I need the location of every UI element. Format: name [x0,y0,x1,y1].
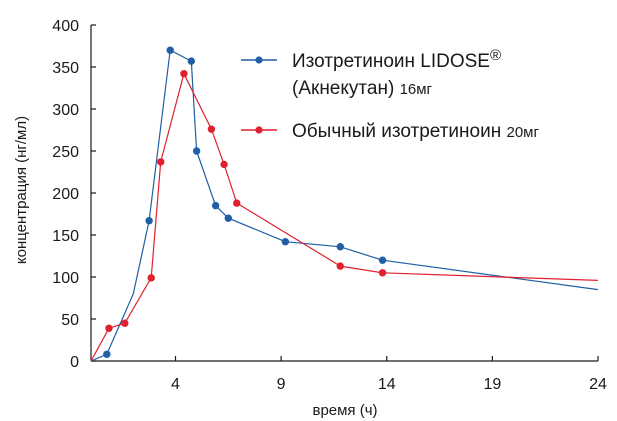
y-tick-label: 150 [52,228,79,245]
legend-entry-regular: Обычный изотретиноин 20мг [241,121,539,142]
legend-lidose-dose: 16мг [400,81,433,98]
legend-label-lidose-line2: (Акнекутан) 16мг [292,78,433,99]
legend-entry-lidose: Изотретиноин LIDOSE® (Акнекутан) 16мг [241,47,501,99]
x-tick-label: 19 [483,376,501,393]
y-tick-label: 200 [52,186,79,203]
y-tick-label: 100 [52,270,79,287]
data-point [187,57,196,65]
series-1 [90,70,599,362]
data-point [207,125,216,133]
y-ticks: 0 50 100 150 200 250 300 350 400 [52,18,96,371]
data-point [180,70,188,78]
series-layer [90,46,599,362]
y-tick-label: 50 [61,312,79,329]
data-point [105,324,113,332]
y-tick-label: 300 [52,102,79,119]
data-point [121,319,129,327]
legend-lidose-registered: ® [490,47,501,64]
x-axis-label: время (ч) [312,402,377,419]
data-point [166,46,174,54]
data-point [378,256,387,264]
legend-label-regular: Обычный изотретиноин 20мг [292,121,539,142]
data-point [220,160,228,169]
data-point [224,214,233,222]
data-point [336,243,344,251]
data-point [157,158,165,166]
data-point [211,201,220,210]
legend-marker-regular [255,126,263,134]
data-point [192,147,201,155]
y-tick-label: 400 [52,18,79,35]
x-ticks: 4 9 14 19 24 [171,356,607,393]
x-tick-label: 14 [378,376,396,393]
data-point [281,238,290,246]
data-point [103,350,111,358]
x-tick-label: 9 [277,376,286,393]
legend-lidose-line2: (Акнекутан) [292,78,400,99]
y-axis-label: концентрация (нг/мл) [13,116,30,264]
data-point [145,217,153,225]
legend-label-lidose: Изотретиноин LIDOSE® [292,47,501,72]
data-point [147,274,155,282]
legend-lidose-line1: Изотретиноин LIDOSE [292,51,490,72]
data-point [378,269,387,277]
y-tick-label: 250 [52,144,79,161]
legend-regular-line: Обычный изотретиноин [292,121,506,142]
legend: Изотретиноин LIDOSE® (Акнекутан) 16мг Об… [241,47,539,142]
legend-regular-dose: 20мг [506,124,539,141]
x-tick-label: 4 [171,376,180,393]
legend-marker-lidose [255,56,263,64]
y-tick-label: 350 [52,60,79,77]
data-point [336,262,344,270]
data-point [233,199,241,207]
x-tick-label: 24 [589,376,607,393]
series-0 [90,46,599,362]
series-line [90,73,599,362]
y-tick-label: 0 [70,354,79,371]
